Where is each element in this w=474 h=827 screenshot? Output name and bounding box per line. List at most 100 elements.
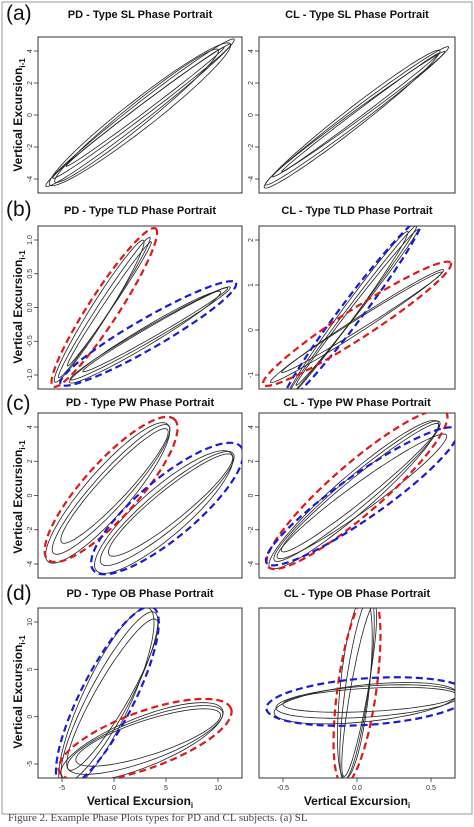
y-axis-label: Vertical Excursioni-1 xyxy=(11,58,27,172)
plot-frame xyxy=(37,225,243,390)
phase-trace xyxy=(60,428,169,544)
phase-trace xyxy=(295,229,419,386)
panel-title: PD - Type SL Phase Portrait xyxy=(68,9,213,21)
panel-label: (c) xyxy=(6,392,31,415)
blue-dashed-ellipse xyxy=(59,280,238,387)
x-tick-label: 0.0 xyxy=(352,785,362,792)
phase-trace xyxy=(263,49,441,189)
plot-frame xyxy=(258,36,456,194)
phase-trace xyxy=(339,608,375,778)
y-tick-label: -4 xyxy=(27,176,34,182)
y-tick-label: 10 xyxy=(27,618,34,626)
x-axis-label: Vertical Excursioni xyxy=(87,794,193,810)
x-tick-label: 5 xyxy=(164,785,168,792)
figure-caption: Figure 2. Example Phase Plots types for … xyxy=(8,812,308,824)
phase-trace xyxy=(65,46,225,167)
phase-trace xyxy=(276,433,448,560)
red-dashed-ellipse xyxy=(265,413,449,571)
red-dashed-ellipse xyxy=(50,226,159,389)
y-tick-label: 0.0 xyxy=(27,303,34,313)
y-tick-label: -1 xyxy=(248,372,255,378)
panel-title: PD - Type OB Phase Portrait xyxy=(66,588,213,600)
panel-7: PD - Type OB Phase Portrait (d) -5 0 5 10 -5 0 5… xyxy=(6,582,243,792)
phase-trace xyxy=(281,53,440,173)
y-tick-label: 4 xyxy=(27,425,34,429)
y-tick-label: 2 xyxy=(27,459,34,463)
shared-ylabels: Vertical Excursioni-1 Vertical Excursioni… xyxy=(11,58,27,749)
y-tick-label: -2 xyxy=(248,527,255,533)
phase-trace xyxy=(341,608,377,777)
panel-4: CL - Type TLD Phase Portrait -1 0 1 2 xyxy=(248,205,456,390)
x-tick-label: -5 xyxy=(59,785,65,792)
blue-dashed-ellipse xyxy=(265,676,455,727)
phase-trace xyxy=(107,453,234,557)
red-dashed-ellipse xyxy=(43,415,179,564)
y-tick-label: -5 xyxy=(27,761,34,767)
y-tick-label: -2 xyxy=(27,527,34,533)
y-tick-label: 0 xyxy=(27,113,34,117)
y-tick-label: 2 xyxy=(248,238,255,242)
phase-trace xyxy=(99,450,235,567)
x-tick-label: 10 xyxy=(214,785,222,792)
panel-title: CL - Type PW Phase Portrait xyxy=(283,397,431,409)
phase-trace xyxy=(45,38,235,188)
phase-trace xyxy=(75,708,222,767)
y-tick-label: 1 xyxy=(248,283,255,287)
phase-trace xyxy=(273,682,455,725)
plot-frame xyxy=(258,412,456,579)
y-tick-label: 1.0 xyxy=(27,235,34,245)
y-tick-label: 2 xyxy=(248,459,255,463)
phase-trace xyxy=(45,422,171,564)
red-dashed-ellipse xyxy=(261,260,453,387)
y-tick-label: -0.5 xyxy=(27,335,34,347)
y-tick-label: 0 xyxy=(27,493,34,497)
panel-1: PD - Type SL Phase Portrait (a) -4 -2 0 2 4 xyxy=(6,2,243,194)
phase-trace xyxy=(82,287,229,373)
plot-frame xyxy=(37,607,243,779)
phase-trace xyxy=(60,702,224,778)
phase-trace xyxy=(69,290,222,384)
y-tick-label: -1.0 xyxy=(27,369,34,381)
phase-trace xyxy=(270,269,444,383)
phase-trace xyxy=(273,420,441,562)
phase-trace xyxy=(275,684,455,719)
phase-trace xyxy=(289,230,409,389)
y-axis-label: Vertical Excursioni-1 xyxy=(11,440,27,554)
y-axis-label: Vertical Excursioni-1 xyxy=(11,635,27,749)
y-tick-label: 0 xyxy=(248,328,255,332)
y-tick-label: 2 xyxy=(27,81,34,85)
phase-trace xyxy=(48,42,232,187)
x-axis-label: Vertical Excursioni xyxy=(304,794,410,810)
y-tick-label: 0 xyxy=(248,113,255,117)
blue-dashed-ellipse xyxy=(264,426,455,567)
blue-dashed-ellipse xyxy=(285,226,423,389)
panel-8: CL - Type OB Phase Portrait -0.5 0.0 0.5 xyxy=(258,588,456,792)
y-tick-label: -4 xyxy=(27,561,34,567)
phase-trace xyxy=(290,226,418,389)
panel-3: PD - Type TLD Phase Portrait (b) -1.0 -0.5 0… xyxy=(6,198,243,390)
x-tick-label: 0 xyxy=(112,785,116,792)
panels-group: PD - Type SL Phase Portrait (a) -4 -2 0 2 4 CL … xyxy=(6,2,456,792)
x-tick-label: -0.5 xyxy=(277,785,289,792)
panel-label: (a) xyxy=(6,2,32,25)
y-tick-label: -4 xyxy=(248,561,255,567)
plot-frame xyxy=(37,36,243,194)
y-tick-label: 4 xyxy=(248,49,255,53)
panel-6: CL - Type PW Phase Portrait -4 -2 0 2 4 xyxy=(248,397,456,579)
y-tick-label: -2 xyxy=(27,144,34,150)
phase-trace xyxy=(51,424,171,555)
blue-dashed-ellipse xyxy=(89,441,242,576)
y-tick-label: -4 xyxy=(248,176,255,182)
panel-label: (b) xyxy=(6,198,32,221)
phase-trace xyxy=(58,608,155,778)
phase-trace xyxy=(54,48,220,183)
red-dashed-ellipse xyxy=(57,697,233,778)
panel-5: PD - Type PW Phase Portrait (c) -4 -2 0 2 4 xyxy=(6,392,243,579)
phase-trace xyxy=(280,422,440,553)
phase-trace xyxy=(281,271,443,374)
y-tick-label: 5 xyxy=(27,667,34,671)
panel-title: PD - Type TLD Phase Portrait xyxy=(64,205,216,217)
y-tick-label: 0 xyxy=(27,715,34,719)
phase-trace xyxy=(53,239,145,383)
